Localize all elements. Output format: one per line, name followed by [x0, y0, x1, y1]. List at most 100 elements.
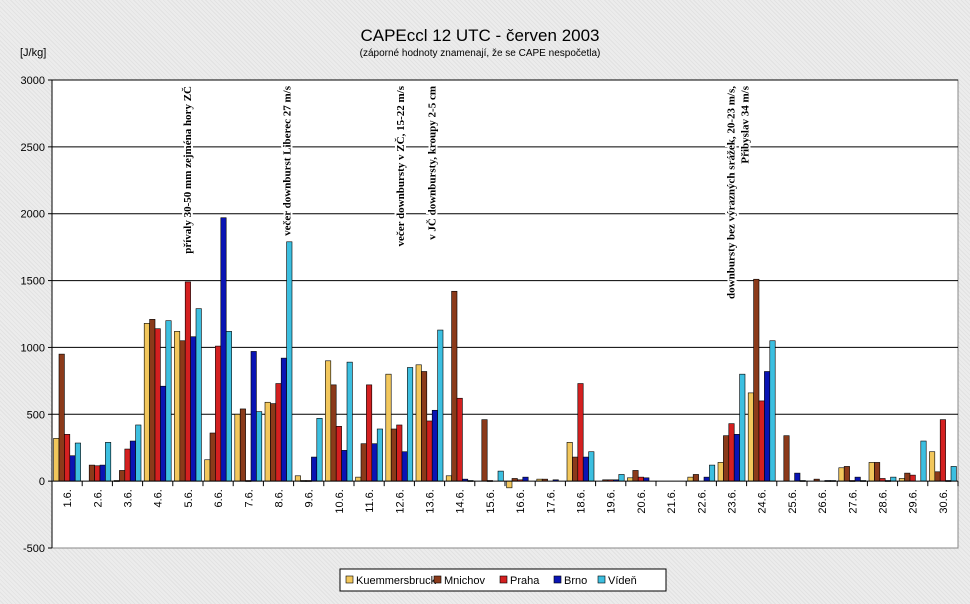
bar-kuemmersbruck: [717, 462, 724, 482]
y-tick-label: 1500: [21, 276, 45, 288]
bar-vídeň: [74, 442, 81, 482]
bar-mnichov: [723, 435, 730, 482]
x-tick-label: 11.6.: [364, 489, 376, 513]
bar-mnichov: [451, 290, 458, 482]
bar-praha: [396, 424, 403, 482]
x-tick-label: 23.6.: [727, 489, 739, 513]
bar-vídeň: [618, 474, 625, 482]
bar-vídeň: [890, 476, 897, 482]
x-tick-label: 30.6.: [938, 489, 950, 513]
x-tick-label: 18.6.: [576, 489, 588, 513]
bar-brno: [190, 336, 197, 482]
bar-praha: [366, 384, 373, 482]
bar-mnichov: [239, 408, 246, 482]
y-tick-label: 0: [39, 476, 45, 488]
bar-vídeň: [437, 329, 444, 482]
x-tick-label: 8.6.: [274, 489, 286, 507]
bar-vídeň: [769, 340, 776, 482]
bar-brno: [99, 464, 106, 482]
bar-vídeň: [286, 241, 293, 482]
bar-vídeň: [316, 417, 323, 482]
bar-mnichov: [58, 353, 65, 482]
bar-kuemmersbruck: [174, 331, 181, 482]
bar-vídeň: [376, 428, 383, 482]
bar-brno: [522, 476, 529, 482]
bar-vídeň: [739, 373, 746, 482]
bar-praha: [215, 345, 222, 482]
bar-mnichov: [209, 432, 216, 482]
y-tick-label: 1000: [21, 342, 45, 354]
x-tick-label: 5.6.: [183, 489, 195, 507]
bar-mnichov: [783, 435, 790, 482]
legend-swatch: [433, 575, 442, 584]
bar-mnichov: [572, 456, 579, 482]
x-tick-label: 29.6.: [908, 489, 920, 513]
x-tick-label: 26.6.: [817, 489, 829, 513]
bar-praha: [637, 476, 644, 482]
bar-kuemmersbruck: [506, 480, 513, 489]
y-tick-label: 2000: [21, 209, 45, 221]
bar-brno: [371, 443, 378, 482]
bar-vídeň: [709, 464, 716, 482]
bar-praha: [939, 419, 946, 482]
bar-mnichov: [904, 472, 911, 482]
bar-mnichov: [390, 428, 397, 482]
bar-mnichov: [843, 466, 850, 482]
bar-kuemmersbruck: [445, 475, 452, 482]
x-tick-label: 4.6.: [153, 489, 165, 507]
bar-kuemmersbruck: [687, 476, 694, 482]
x-tick-label: 6.6.: [213, 489, 225, 507]
bar-kuemmersbruck: [929, 451, 936, 482]
bar-mnichov: [632, 470, 639, 482]
legend-label: Mnichov: [444, 575, 485, 587]
bar-kuemmersbruck: [566, 442, 573, 482]
legend-label: Praha: [510, 575, 540, 587]
bar-kuemmersbruck: [627, 477, 634, 482]
bar-vídeň: [195, 308, 202, 482]
bar-brno: [764, 371, 771, 482]
bar-brno: [854, 476, 861, 482]
chart-subtitle: (záporné hodnoty znamenají, že se CAPE n…: [360, 48, 601, 59]
bar-praha: [426, 420, 433, 482]
bar-vídeň: [407, 367, 414, 482]
bar-brno: [311, 456, 318, 482]
plot-area: [51, 79, 959, 549]
y-tick-label: 500: [27, 409, 45, 421]
annotation: Přibyslav 34 m/s: [740, 85, 752, 163]
annotation: večer downburst Liberec 27 m/s: [282, 85, 294, 236]
legend-swatch: [499, 575, 508, 584]
bar-brno: [69, 455, 76, 482]
x-tick-label: 21.6.: [666, 489, 678, 513]
bar-mnichov: [179, 340, 186, 482]
bar-kuemmersbruck: [264, 401, 271, 482]
y-tick-label: 2500: [21, 142, 45, 154]
bar-mnichov: [934, 471, 941, 482]
x-tick-label: 15.6.: [485, 489, 497, 513]
bar-brno: [160, 385, 167, 482]
legend-swatch: [553, 575, 562, 584]
bar-praha: [154, 328, 161, 482]
x-tick-label: 16.6.: [515, 489, 527, 513]
bar-mnichov: [119, 470, 126, 482]
y-axis-label: [J/kg]: [20, 47, 46, 59]
bar-praha: [184, 281, 191, 482]
legend-label: Vídeň: [608, 575, 637, 587]
bar-praha: [577, 383, 584, 482]
x-tick-label: 25.6.: [787, 489, 799, 513]
x-tick-label: 22.6.: [696, 489, 708, 513]
bar-vídeň: [225, 331, 232, 482]
bar-brno: [582, 456, 589, 482]
bar-brno: [220, 217, 227, 482]
bar-kuemmersbruck: [234, 413, 241, 482]
bar-brno: [733, 434, 740, 482]
x-tick-label: 12.6.: [394, 489, 406, 513]
bar-kuemmersbruck: [325, 360, 332, 482]
bar-praha: [909, 474, 916, 482]
x-tick-label: 28.6.: [878, 489, 890, 513]
bar-brno: [280, 357, 287, 482]
x-tick-label: 17.6.: [545, 489, 557, 513]
bar-mnichov: [88, 464, 95, 482]
bar-brno: [129, 440, 136, 482]
bar-mnichov: [421, 371, 428, 482]
